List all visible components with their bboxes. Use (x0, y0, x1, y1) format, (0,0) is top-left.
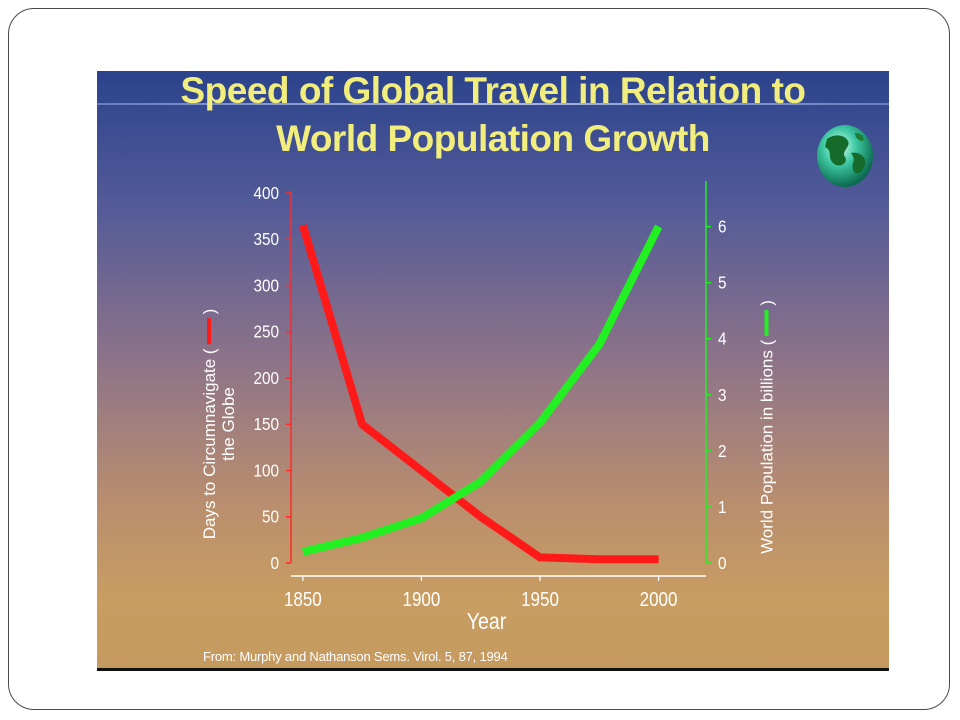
left-tick-label: 0 (270, 553, 279, 573)
left-axis-title-text: Days to Circumnavigate ( (200, 348, 219, 540)
left-axis-title-close: ) (200, 308, 219, 315)
right-axis-title: World Population in billions () (754, 267, 780, 587)
x-tick-label: 1950 (521, 588, 559, 611)
right-tick-label: 1 (718, 497, 727, 517)
data-point-population (480, 481, 482, 483)
left-axis-title-line2: the Globe (219, 387, 238, 461)
right-tick-label: 4 (718, 329, 727, 349)
data-point-days (420, 470, 422, 471)
data-point-population (539, 422, 541, 424)
source-citation: From: Murphy and Nathanson Sems. Virol. … (203, 649, 508, 664)
legend-key-population (764, 309, 769, 336)
left-tick-label: 200 (253, 368, 279, 388)
left-tick-label: 50 (262, 507, 279, 527)
left-tick-label: 100 (253, 460, 279, 480)
right-tick-label: 3 (718, 385, 727, 405)
left-tick-label: 400 (253, 183, 279, 203)
right-tick-label: 0 (718, 553, 727, 573)
series-line-world-population (301, 224, 663, 556)
data-point-population (598, 343, 600, 345)
left-axis-title: Days to Circumnavigate () the Globe (200, 259, 238, 589)
x-tick-label: 1850 (284, 588, 322, 611)
right-axis-title-text: World Population in billions ( (757, 339, 777, 554)
slide-frame: Speed of Global Travel in Relation to Wo… (8, 8, 950, 710)
right-axis-title-close: ) (757, 300, 777, 306)
data-point-days (598, 558, 600, 560)
globe-icon (817, 125, 873, 187)
left-tick-label: 350 (253, 229, 279, 249)
data-point-population (361, 537, 363, 539)
panel-bottom-border (97, 668, 889, 671)
left-tick-label: 300 (253, 275, 279, 295)
left-tick-label: 150 (253, 414, 279, 434)
x-tick-label: 2000 (640, 588, 678, 611)
left-tick-label: 250 (253, 322, 279, 342)
data-point-days (658, 558, 660, 560)
data-point-days (539, 556, 541, 558)
data-point-days (361, 423, 363, 425)
title-divider (97, 103, 889, 105)
right-tick-label: 6 (718, 216, 727, 236)
right-tick-label: 5 (718, 273, 727, 293)
right-tick-label: 2 (718, 441, 727, 461)
data-point-population (302, 551, 304, 553)
data-point-population (658, 226, 660, 228)
x-tick-label: 1900 (403, 588, 441, 611)
chart-title-line1: Speed of Global Travel in Relation to (180, 71, 807, 111)
chart-title: Speed of Global Travel in Relation to Wo… (97, 71, 889, 163)
legend-key-days (207, 318, 212, 345)
series-line-days-to-circumnavigate (299, 224, 659, 564)
data-point-days (302, 224, 304, 226)
chart-svg: 0 50 100 150 200 250 300 350 400 0 1 2 3 4 5 6 1850 1900 1… (253, 181, 727, 635)
x-axis-title: Year (467, 609, 506, 635)
data-point-population (420, 517, 422, 519)
chart-panel: Speed of Global Travel in Relation to Wo… (97, 71, 889, 671)
chart-title-line2: World Population Growth (276, 118, 710, 159)
data-point-days (480, 516, 482, 518)
